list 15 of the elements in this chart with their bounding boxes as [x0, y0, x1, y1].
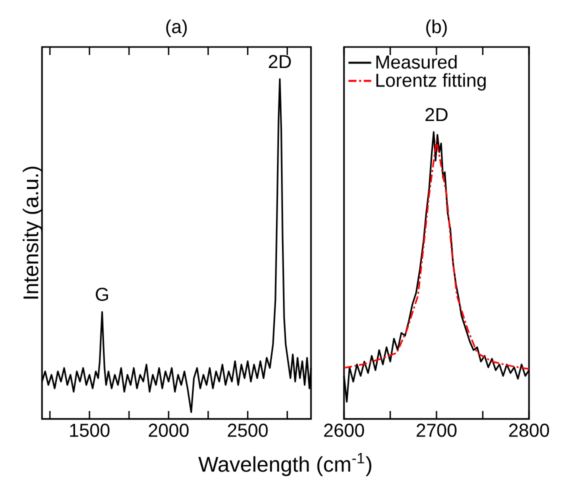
chart-title: (a) — [166, 20, 187, 37]
annotation: G — [96, 288, 108, 301]
x-tick-label: 2600 — [324, 424, 364, 437]
x-tick-label: 2800 — [509, 424, 550, 437]
x-tick-label: 2700 — [416, 424, 457, 437]
annotation: 2D — [426, 108, 448, 122]
y-axis-title: Intensity (a.u.) — [22, 166, 43, 299]
x-tick-label: 1500 — [70, 424, 110, 437]
annotation: 2D — [268, 55, 291, 68]
legend-label: Measured — [376, 54, 457, 69]
x-tick-label: 2500 — [228, 424, 268, 437]
legend-label: Lorentz fitting — [376, 73, 486, 91]
x-axis-title: Wavelength (cm$^{-1}$) — [198, 453, 372, 476]
x-tick-label: 2000 — [148, 424, 189, 437]
chart-title: (b) — [426, 20, 447, 37]
